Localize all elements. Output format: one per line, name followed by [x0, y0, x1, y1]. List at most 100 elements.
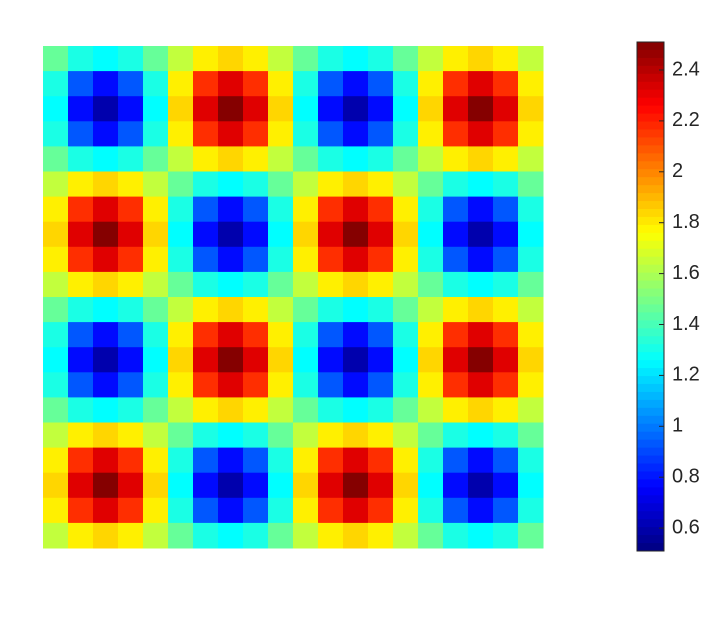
heatmap-cell — [318, 71, 344, 97]
colorbar-tick-label: 1.2 — [672, 364, 700, 386]
heatmap-cell — [318, 271, 344, 298]
heatmap-cell — [43, 96, 69, 122]
heatmap-cell — [218, 46, 244, 72]
heatmap-cell — [68, 71, 94, 97]
heatmap-cell — [93, 271, 119, 298]
heatmap-cell — [143, 271, 169, 298]
heatmap-cell — [143, 196, 169, 223]
heatmap-cell — [43, 221, 69, 248]
colorbar-band — [637, 73, 664, 83]
heatmap-cell — [218, 71, 244, 97]
heatmap-cell — [418, 196, 444, 223]
heatmap-cell — [43, 196, 69, 223]
heatmap-cell — [343, 246, 369, 273]
colorbar-band — [637, 129, 664, 138]
heatmap-cell — [293, 71, 319, 97]
colorbar-band — [637, 209, 664, 218]
heatmap-cell — [218, 422, 244, 449]
heatmap-cell — [193, 472, 219, 499]
heatmap-cell — [118, 372, 144, 398]
heatmap-cell — [493, 347, 519, 373]
heatmap-cell — [143, 372, 169, 398]
heatmap-cell — [168, 171, 194, 198]
colorbar-band — [637, 296, 664, 305]
colorbar-band — [637, 49, 664, 59]
heatmap-cell — [118, 422, 144, 449]
heatmap-cell — [468, 121, 494, 147]
colorbar-band — [637, 360, 664, 369]
heatmap-cell — [193, 522, 219, 549]
colorbar-band — [637, 471, 664, 480]
heatmap-cell — [393, 397, 419, 423]
heatmap-cell — [493, 472, 519, 499]
heatmap-cell — [468, 397, 494, 423]
heatmap-cell — [118, 71, 144, 97]
heatmap-cell — [293, 372, 319, 398]
colorbar-band — [637, 447, 664, 457]
heatmap-cell — [268, 297, 294, 323]
heatmap-cell — [143, 121, 169, 147]
heatmap-cell — [143, 46, 169, 72]
heatmap-cell — [168, 322, 194, 348]
heatmap-cell — [243, 221, 269, 248]
heatmap-cell — [343, 522, 369, 549]
colorbar-tick-label: 0.6 — [672, 516, 700, 538]
heatmap-cell — [93, 397, 119, 423]
heatmap-cell — [218, 271, 244, 298]
heatmap-cell — [243, 196, 269, 223]
heatmap-cell — [493, 221, 519, 248]
heatmap-cell — [118, 221, 144, 248]
heatmap-cell — [193, 246, 219, 273]
heatmap-cell — [368, 497, 394, 524]
heatmap-cell — [418, 246, 444, 273]
heatmap-cell — [218, 397, 244, 423]
heatmap-cell — [468, 497, 494, 524]
heatmap-cell — [243, 96, 269, 122]
heatmap-cell — [393, 71, 419, 97]
heatmap-cell — [168, 46, 194, 72]
colorbar-band — [637, 519, 664, 528]
colorbar-band — [637, 399, 664, 409]
heatmap-cell — [318, 171, 344, 198]
heatmap-cell — [268, 196, 294, 223]
colorbar-band — [637, 201, 664, 210]
heatmap-cell — [343, 447, 369, 474]
heatmap-cell — [168, 71, 194, 97]
colorbar-tick-label: 2.2 — [672, 109, 700, 131]
heatmap-cell — [143, 522, 169, 549]
heatmap-cell — [393, 497, 419, 524]
heatmap-cell — [68, 171, 94, 198]
heatmap-cell — [468, 447, 494, 474]
heatmap-cell — [143, 447, 169, 474]
heatmap-cell — [468, 322, 494, 348]
heatmap-cell — [393, 372, 419, 398]
heatmap-cell — [193, 221, 219, 248]
colorbar-tick-label: 1.6 — [672, 262, 700, 284]
heatmap-cell — [193, 297, 219, 323]
heatmap-cell — [243, 397, 269, 423]
heatmap-cell — [118, 171, 144, 198]
heatmap-cell — [318, 146, 344, 172]
heatmap-cell — [443, 497, 469, 524]
heatmap-cell — [393, 522, 419, 549]
heatmap-cell — [168, 221, 194, 248]
heatmap-cell — [368, 171, 394, 198]
heatmap-cell — [193, 171, 219, 198]
colorbar-band — [637, 344, 664, 353]
colorbar-frame — [636, 41, 665, 552]
colorbar-band — [637, 153, 664, 162]
heatmap-cell — [493, 322, 519, 348]
heatmap-cell — [318, 121, 344, 147]
heatmap-cell — [393, 246, 419, 273]
heatmap-cell — [168, 522, 194, 549]
heatmap-cell — [393, 422, 419, 449]
heatmap-cell — [368, 522, 394, 549]
heatmap-cell — [118, 196, 144, 223]
colorbar-band — [637, 320, 664, 329]
heatmap-cell — [443, 271, 469, 298]
heatmap-cell — [143, 221, 169, 248]
heatmap-cell — [343, 322, 369, 348]
heatmap-cell — [168, 121, 194, 147]
heatmap-cell — [93, 221, 119, 248]
